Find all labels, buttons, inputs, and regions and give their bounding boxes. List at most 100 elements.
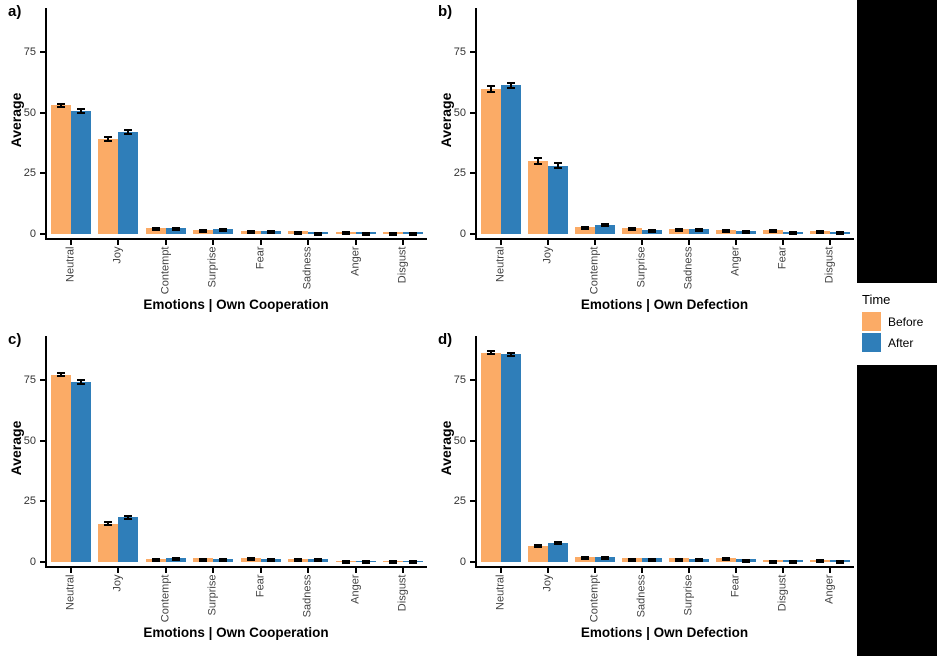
errorbar-after-anger — [836, 559, 845, 564]
y-tick — [470, 50, 475, 53]
black-fill-bottom — [857, 365, 937, 656]
y-tick — [470, 172, 475, 175]
panel-a: a) Average 0 25 50 75 Neutral Joy Contempt Surp… — [0, 0, 430, 328]
y-tick-label: 50 — [23, 106, 36, 119]
x-tick — [546, 568, 549, 573]
errorbar-line — [489, 352, 492, 354]
x-tick — [69, 240, 72, 245]
legend-title: Time — [862, 292, 891, 307]
plot-area — [475, 336, 854, 568]
panel-c: c) Average 0 25 50 75 Neutral Joy Contempt Surp… — [0, 328, 430, 656]
bar-after-joy — [547, 543, 568, 562]
y-tick-label: 0 — [29, 228, 36, 240]
errorbar-after-contempt — [171, 556, 180, 561]
panel-d: d) Average 0 25 50 75 Neutral Joy Contempt Sadn… — [430, 328, 857, 656]
x-tick — [829, 240, 832, 245]
plot-area — [45, 8, 427, 240]
x-tick — [499, 240, 502, 245]
x-tick — [117, 568, 120, 573]
errorbar-line — [127, 130, 130, 134]
errorbar-after-fear — [266, 558, 275, 563]
x-tick — [117, 240, 120, 245]
legend: Time Before After — [857, 283, 937, 365]
y-tick-label: 25 — [453, 167, 466, 180]
y-tick — [40, 172, 45, 175]
errorbar-after-anger — [361, 231, 370, 236]
errorbar-before-sadness — [294, 558, 303, 563]
x-tick — [499, 568, 502, 573]
errorbar-before-disgust — [816, 230, 825, 235]
x-tick — [212, 568, 215, 573]
legend-item-after: After — [862, 333, 937, 352]
x-tick — [546, 240, 549, 245]
x-tick — [307, 240, 310, 245]
x-tick — [259, 568, 262, 573]
bar-before-neutral — [50, 374, 71, 562]
x-tick — [164, 568, 167, 573]
errorbar-before-surprise — [199, 557, 208, 562]
legend-swatch-before — [862, 312, 881, 331]
x-axis-title: Emotions | Own Defection — [580, 625, 749, 640]
errorbar-after-sadness — [695, 228, 704, 233]
errorbar-before-surprise — [675, 557, 684, 562]
errorbar-before-sadness — [627, 557, 636, 562]
errorbar-after-contempt — [600, 555, 609, 560]
errorbar-after-disgust — [836, 230, 845, 235]
bar-after-contempt — [594, 224, 615, 234]
bar-after-neutral — [70, 381, 91, 562]
y-tick — [40, 378, 45, 381]
plot-layer: 0 25 50 75 Neutral Joy Contempt Surprise Fear Sad… — [0, 328, 430, 656]
x-tick — [735, 240, 738, 245]
errorbar-after-joy — [124, 128, 133, 136]
x-tick — [593, 240, 596, 245]
errorbar-after-joy — [553, 540, 562, 546]
y-tick — [40, 233, 45, 235]
errorbar-after-anger — [361, 560, 370, 565]
panel-letter: a) — [8, 3, 22, 20]
x-tick — [593, 568, 596, 573]
errorbar-after-disgust — [789, 559, 798, 564]
errorbar-after-contempt — [171, 227, 180, 232]
errorbar-before-anger — [341, 560, 350, 565]
errorbar-line — [556, 163, 559, 168]
x-tick — [735, 568, 738, 573]
y-tick-label: 0 — [459, 228, 466, 240]
errorbar-before-surprise — [199, 228, 208, 233]
bar-before-joy — [527, 161, 548, 234]
y-tick — [470, 378, 475, 381]
bar-before-joy — [98, 523, 119, 562]
errorbar-line — [79, 381, 82, 383]
errorbar-before-fear — [722, 557, 731, 562]
panel-letter: d) — [438, 331, 453, 348]
errorbar-before-anger — [341, 231, 350, 236]
y-tick — [40, 561, 45, 563]
errorbar-before-anger — [722, 228, 731, 233]
bar-before-contempt — [574, 226, 595, 234]
x-axis-title: Emotions | Own Cooperation — [143, 297, 329, 312]
errorbar-after-sadness — [314, 231, 323, 236]
errorbar-before-neutral — [486, 85, 495, 93]
bar-before-neutral — [480, 352, 501, 562]
errorbar-before-neutral — [486, 350, 495, 356]
x-tick — [212, 240, 215, 245]
y-tick-label: 50 — [453, 434, 466, 447]
errorbar-before-neutral — [56, 371, 65, 378]
errorbar-after-neutral — [76, 107, 85, 114]
errorbar-after-fear — [742, 558, 751, 563]
errorbar-before-disgust — [389, 560, 398, 565]
bar-after-joy — [118, 132, 139, 234]
errorbar-before-joy — [533, 157, 542, 166]
black-fill-top — [857, 0, 937, 283]
errorbar-before-contempt — [151, 226, 160, 231]
bar-before-neutral — [480, 88, 501, 234]
x-tick — [782, 568, 785, 573]
x-axis-title: Emotions | Own Cooperation — [143, 625, 329, 640]
x-tick — [402, 568, 405, 573]
bar-before-joy — [98, 139, 119, 234]
errorbar-line — [509, 353, 512, 355]
errorbar-after-fear — [789, 231, 798, 236]
errorbar-after-sadness — [647, 557, 656, 562]
errorbar-line — [127, 516, 130, 518]
y-tick — [40, 439, 45, 442]
legend-item-before: Before — [862, 312, 937, 331]
